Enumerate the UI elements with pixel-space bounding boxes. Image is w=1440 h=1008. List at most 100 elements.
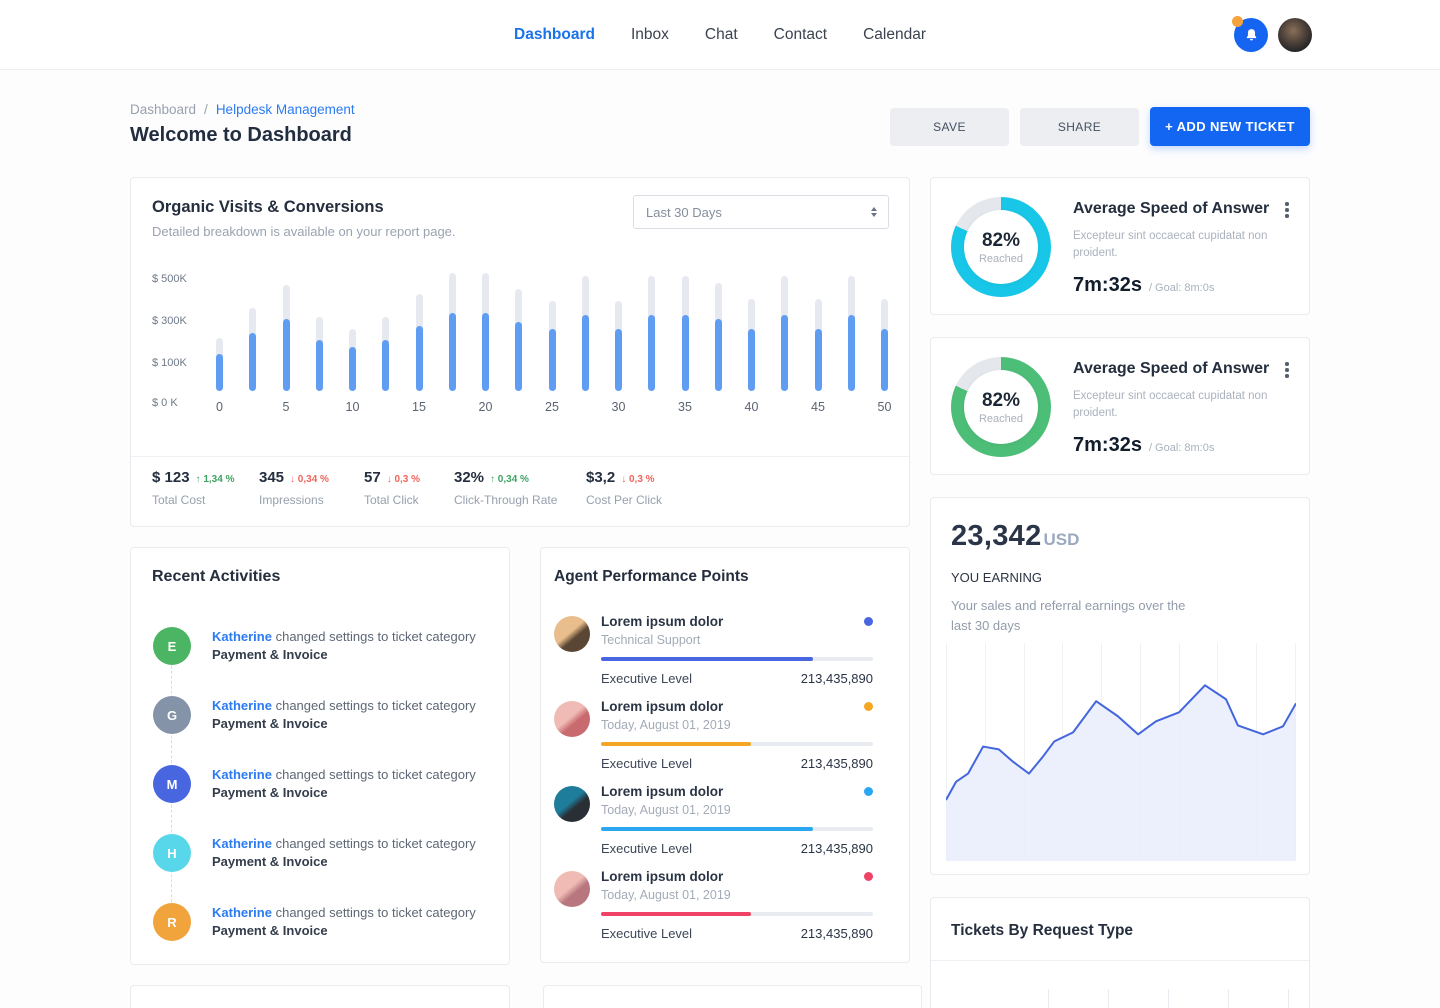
add-new-ticket-button[interactable]: + ADD NEW TICKET (1150, 107, 1310, 146)
y-tick-label: $ 100K (152, 357, 187, 369)
agent-avatar (554, 701, 590, 737)
donut-gauge: 82% Reached (951, 197, 1051, 297)
agent-points: 213,435,890 (800, 841, 873, 856)
activity-avatar: M (153, 765, 191, 803)
activity-text: Katherine changed settings to ticket cat… (212, 696, 476, 734)
activity-text: Katherine changed settings to ticket cat… (212, 627, 476, 665)
bar: 10 (346, 271, 359, 414)
stat-value: 345 (259, 469, 285, 486)
bar: 15 (412, 271, 426, 414)
nav-item[interactable]: Chat (704, 26, 738, 43)
bar: 25 (545, 271, 559, 414)
agent-subtitle: Today, August 01, 2019 (601, 803, 731, 817)
earnings-card: 23,342 USD YOU EARNING Your sales and re… (930, 497, 1310, 875)
activity-avatar: H (153, 834, 191, 872)
agent-progress-fill (601, 827, 814, 831)
bar (448, 271, 456, 391)
user-avatar[interactable] (1278, 18, 1312, 52)
nav-item[interactable]: Inbox (630, 26, 669, 43)
tickets-by-request-type-card: Tickets By Request Type (930, 897, 1310, 1008)
activity-target: Payment & Invoice (212, 923, 328, 938)
activity-user-link[interactable]: Katherine (212, 698, 272, 713)
save-button[interactable]: SAVE (890, 108, 1009, 146)
x-tick-label: 15 (412, 400, 426, 414)
tickets-gridline (1048, 989, 1049, 1008)
bar (515, 271, 523, 391)
stat-delta: ↑ 1,34 % (195, 474, 235, 485)
bar: 45 (811, 271, 825, 414)
activity-user-link[interactable]: Katherine (212, 629, 272, 644)
activity-target: Payment & Invoice (212, 854, 328, 869)
speed-goal: / Goal: 8m:0s (1148, 442, 1215, 454)
x-tick-label: 35 (678, 400, 692, 414)
earnings-description: Your sales and referral earnings over th… (951, 598, 1186, 634)
stat-delta: ↑ 0,34 % (490, 474, 529, 485)
donut-gauge: 82% Reached (951, 357, 1051, 457)
agent-progress-fill (601, 742, 751, 746)
average-speed-card: 82% Reached Average Speed of Answer Exce… (930, 337, 1310, 475)
stats-divider (131, 456, 909, 457)
agent-level-label: Executive Level (601, 841, 693, 856)
recent-activities-card: Recent Activities E Katherine changed se… (130, 547, 510, 965)
breadcrumb: Dashboard / Helpdesk Management (130, 102, 355, 117)
agent-status-dot (864, 872, 873, 881)
agent-status-dot (864, 617, 873, 626)
nav-item[interactable]: Dashboard (514, 26, 595, 43)
agent-item: Lorem ipsum dolor Today, August 01, 2019… (554, 699, 898, 771)
stat-value: 57 (364, 469, 381, 486)
agent-item: Lorem ipsum dolor Technical Support Exec… (554, 614, 898, 686)
x-tick-label: 5 (282, 400, 290, 414)
agent-points: 213,435,890 (800, 671, 873, 686)
agent-progress-track (601, 827, 873, 831)
activity-action: changed settings to ticket category (275, 629, 476, 644)
agent-level-label: Executive Level (601, 671, 693, 686)
activity-action: changed settings to ticket category (275, 836, 476, 851)
chart-gridline (1024, 643, 1025, 861)
activity-user-link[interactable]: Katherine (212, 767, 272, 782)
bar (249, 271, 257, 391)
nav-item[interactable]: Calendar (863, 26, 926, 43)
bar: 50 (878, 271, 891, 414)
nav-item[interactable]: Contact (773, 26, 828, 43)
stat-delta: ↓ 0,34 % (290, 474, 329, 485)
activity-avatar: E (153, 627, 191, 665)
kpi-stat: 345 ↓ 0,34 % Impressions (259, 469, 329, 507)
kebab-menu-icon[interactable] (1283, 200, 1291, 220)
activity-target: Payment & Invoice (212, 785, 328, 800)
kebab-menu-icon[interactable] (1283, 360, 1291, 380)
agent-item: Lorem ipsum dolor Today, August 01, 2019… (554, 784, 898, 856)
breadcrumb-root-link[interactable]: Dashboard (130, 102, 197, 117)
recent-activities-title: Recent Activities (152, 568, 281, 585)
earnings-area-chart (946, 643, 1296, 861)
bar: 30 (612, 271, 625, 414)
share-button[interactable]: SHARE (1020, 108, 1139, 146)
activity-user-link[interactable]: Katherine (212, 905, 272, 920)
tickets-gridline (1228, 989, 1229, 1008)
activity-avatar: R (153, 903, 191, 941)
activity-target: Payment & Invoice (212, 647, 328, 662)
earnings-amount: 23,342 (951, 520, 1042, 552)
x-tick-label: 50 (877, 400, 892, 414)
date-range-select[interactable]: Last 30 Days (633, 195, 889, 229)
activity-user-link[interactable]: Katherine (212, 836, 272, 851)
earnings-heading: YOU EARNING (951, 570, 1043, 585)
activity-avatar: G (153, 696, 191, 734)
notifications-button[interactable] (1232, 16, 1268, 52)
speed-card-title: Average Speed of Answer (1073, 200, 1270, 217)
bar (847, 271, 855, 391)
agent-performance-title: Agent Performance Points (554, 568, 749, 585)
breadcrumb-current-link[interactable]: Helpdesk Management (215, 102, 355, 117)
bar: 40 (745, 271, 758, 414)
donut-caption: Reached (978, 252, 1024, 265)
stat-label: Cost Per Click (586, 493, 663, 507)
speed-card-description: Excepteur sint occaecat cupidatat non pr… (1073, 390, 1268, 420)
agent-subtitle: Today, August 01, 2019 (601, 718, 731, 732)
partial-card-right (543, 985, 922, 1008)
kpi-stat: $ 123 ↑ 1,34 % Total Cost (152, 469, 234, 507)
agent-performance-card: Agent Performance Points Lorem ipsum dol… (540, 547, 910, 963)
bar: 0 (216, 271, 223, 414)
x-tick-label: 20 (478, 400, 493, 414)
activity-item: R Katherine changed settings to ticket c… (153, 903, 493, 941)
bar: 5 (282, 271, 290, 414)
